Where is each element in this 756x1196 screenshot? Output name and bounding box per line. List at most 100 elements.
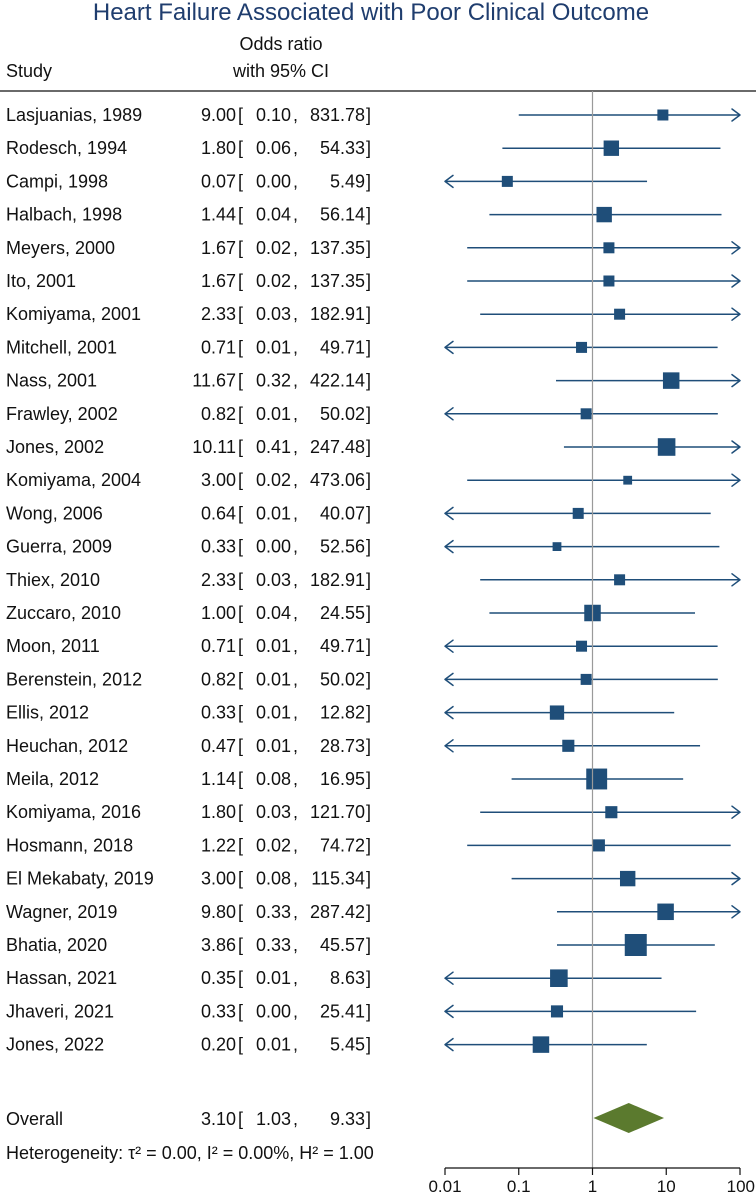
study-row: Heuchan, 2012 0.47[0.01, 28.73] [6, 736, 701, 756]
study-odds-ratio: 3.00 [201, 470, 236, 490]
study-ci-high: 137.35 [310, 238, 365, 258]
point-estimate-marker [592, 839, 605, 852]
header-study: Study [6, 61, 52, 81]
point-estimate-marker [623, 475, 633, 485]
study-ci-low: 0.33 [256, 902, 291, 922]
bracket-close: ] [366, 337, 371, 357]
study-row: Campi, 1998 0.07[0.00, 5.49] [6, 171, 648, 191]
comma: , [293, 636, 298, 656]
bracket-close: ] [366, 769, 371, 789]
study-ci-high: 831.78 [310, 105, 365, 125]
study-ci-high: 24.55 [320, 603, 365, 623]
study-label: Jones, 2002 [6, 437, 104, 457]
study-ci-high: 115.34 [311, 869, 365, 889]
point-estimate-marker [580, 408, 592, 420]
study-label: Halbach, 1998 [6, 205, 122, 225]
overall-comma: , [293, 1109, 298, 1129]
study-label: Berenstein, 2012 [6, 669, 142, 689]
study-odds-ratio: 3.86 [201, 935, 236, 955]
study-label: Jhaveri, 2021 [6, 1001, 114, 1021]
bracket-open: [ [238, 802, 243, 822]
study-label: Wong, 2006 [6, 503, 103, 523]
study-row: Thiex, 2010 2.33[0.03, 182.91] [6, 570, 741, 590]
x-tick-label: 10 [657, 1177, 676, 1196]
study-ci-low: 0.01 [256, 968, 291, 988]
comma: , [293, 537, 298, 557]
study-ci-high: 12.82 [320, 703, 365, 723]
study-row: Wong, 2006 0.64[0.01, 40.07] [6, 503, 711, 523]
study-odds-ratio: 0.33 [201, 1001, 236, 1021]
point-estimate-marker [550, 969, 568, 987]
study-odds-ratio: 0.33 [201, 703, 236, 723]
study-ci-high: 49.71 [320, 636, 365, 656]
study-row: Berenstein, 2012 0.82[0.01, 50.02] [6, 669, 718, 689]
bracket-open: [ [238, 437, 243, 457]
comma: , [293, 835, 298, 855]
bracket-open: [ [238, 238, 243, 258]
study-label: Bhatia, 2020 [6, 935, 107, 955]
bracket-open: [ [238, 138, 243, 158]
study-ci-high: 56.14 [320, 205, 365, 225]
comma: , [293, 371, 298, 391]
point-estimate-marker [576, 640, 588, 652]
ci-arrow-left [444, 639, 454, 653]
ci-arrow-left [444, 340, 454, 355]
overall-row: Overall 3.10 [ 1.03 , 9.33 ] [6, 1103, 665, 1133]
comma: , [293, 769, 298, 789]
bracket-open: [ [238, 537, 243, 557]
bracket-open: [ [238, 902, 243, 922]
comma: , [293, 470, 298, 490]
bracket-close: ] [366, 902, 371, 922]
study-ci-high: 247.48 [310, 437, 365, 457]
study-odds-ratio: 1.44 [201, 205, 236, 225]
bracket-open: [ [238, 205, 243, 225]
study-ci-high: 52.56 [320, 537, 365, 557]
bracket-open: [ [238, 337, 243, 357]
study-label: Zuccaro, 2010 [6, 603, 121, 623]
comma: , [293, 437, 298, 457]
study-label: Heuchan, 2012 [6, 736, 128, 756]
study-odds-ratio: 11.67 [192, 371, 236, 391]
study-label: Campi, 1998 [6, 171, 108, 191]
bracket-close: ] [366, 636, 371, 656]
comma: , [293, 1001, 298, 1021]
overall-ci-high: 9.33 [330, 1109, 365, 1129]
point-estimate-marker [619, 870, 636, 887]
bracket-close: ] [366, 404, 371, 424]
study-ci-low: 0.06 [256, 138, 291, 158]
study-odds-ratio: 0.82 [201, 669, 236, 689]
bracket-open: [ [238, 869, 243, 889]
study-odds-ratio: 0.35 [201, 968, 236, 988]
bracket-open: [ [238, 968, 243, 988]
study-odds-ratio: 10.11 [192, 437, 236, 457]
overall-label: Overall [6, 1109, 63, 1129]
comma: , [293, 869, 298, 889]
study-label: Ellis, 2012 [6, 703, 89, 723]
comma: , [293, 902, 298, 922]
bracket-close: ] [366, 537, 371, 557]
ci-arrow-left [444, 539, 454, 554]
comma: , [293, 503, 298, 523]
study-odds-ratio: 0.64 [201, 503, 236, 523]
study-ci-low: 0.03 [256, 802, 291, 822]
ci-arrow-right [731, 871, 741, 886]
point-estimate-marker [552, 542, 562, 551]
study-ci-high: 28.73 [320, 736, 365, 756]
study-row: Meyers, 2000 1.67[0.02, 137.35] [6, 238, 741, 258]
comma: , [293, 935, 298, 955]
comma: , [293, 138, 298, 158]
study-ci-low: 0.01 [256, 669, 291, 689]
header-effect-line2: with 95% CI [232, 61, 329, 81]
comma: , [293, 802, 298, 822]
bracket-close: ] [366, 802, 371, 822]
study-label: Thiex, 2010 [6, 570, 100, 590]
bracket-close: ] [366, 470, 371, 490]
study-odds-ratio: 0.47 [201, 736, 236, 756]
study-ci-high: 5.49 [330, 171, 365, 191]
comma: , [293, 703, 298, 723]
study-ci-high: 54.33 [320, 138, 365, 158]
study-odds-ratio: 0.71 [201, 636, 236, 656]
comma: , [293, 238, 298, 258]
study-ci-high: 50.02 [320, 404, 365, 424]
bracket-close: ] [366, 935, 371, 955]
